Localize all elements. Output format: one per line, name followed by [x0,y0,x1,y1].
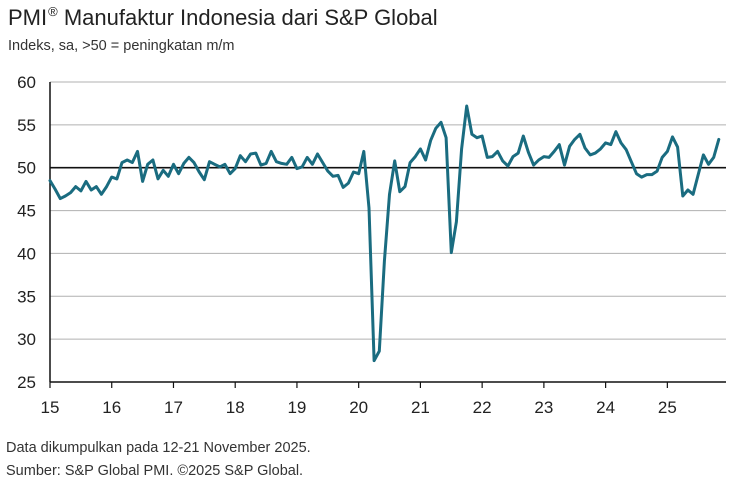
x-tick-label: 16 [102,398,121,417]
chart-subtitle: Indeks, sa, >50 = peningkatan m/m [8,38,235,54]
x-axis: 15 16 17 18 19 20 21 22 23 24 25 [41,381,726,417]
x-tick-label: 20 [349,398,368,417]
x-tick-label: 17 [164,398,183,417]
data-collection-note: Data dikumpulkan pada 12-21 November 202… [6,440,311,456]
x-tick-label: 15 [41,398,60,417]
y-tick-label: 55 [17,116,36,135]
x-tick-label: 22 [473,398,492,417]
source-note: Sumber: S&P Global PMI. ©2025 S&P Global… [6,463,304,479]
y-tick-label: 35 [17,287,36,306]
x-tick-label: 21 [411,398,430,417]
chart-title: PMI® Manufaktur Indonesia dari S&P Globa… [8,4,438,30]
y-tick-label: 30 [17,330,36,349]
y-tick-label: 40 [17,244,36,263]
y-tick-label: 45 [17,202,36,221]
x-tick-label: 18 [226,398,245,417]
y-axis: 25 30 35 40 45 50 55 60 [17,73,726,392]
x-tick-label: 23 [534,398,553,417]
line-chart: 25 30 35 40 45 50 55 60 15 16 17 18 19 20 21 22 23 24 25 [17,73,726,417]
registered-mark: ® [48,4,58,19]
x-tick-label: 25 [658,398,677,417]
x-tick-label: 19 [287,398,306,417]
plot-area [48,104,721,363]
y-tick-label: 60 [17,73,36,92]
series-line-pmi [48,104,721,363]
y-tick-label: 50 [17,159,36,178]
y-tick-label: 25 [17,373,36,392]
x-tick-label: 24 [596,398,615,417]
